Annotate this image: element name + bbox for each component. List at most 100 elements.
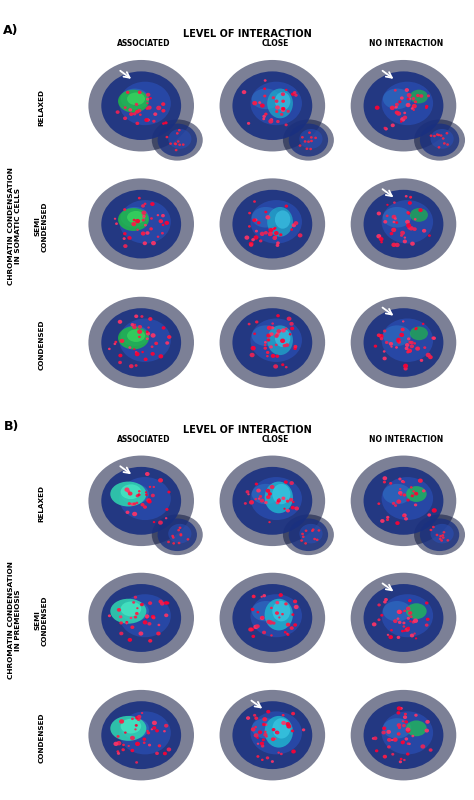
Ellipse shape: [364, 584, 443, 652]
Circle shape: [130, 749, 134, 752]
Ellipse shape: [252, 718, 280, 738]
Circle shape: [443, 531, 446, 534]
Circle shape: [119, 632, 123, 635]
Circle shape: [406, 729, 410, 733]
Circle shape: [164, 614, 168, 617]
Circle shape: [113, 342, 116, 345]
Circle shape: [244, 502, 247, 505]
Circle shape: [402, 720, 404, 722]
Circle shape: [116, 741, 121, 746]
Circle shape: [169, 142, 172, 145]
Circle shape: [411, 621, 415, 624]
Circle shape: [268, 232, 273, 236]
Circle shape: [187, 538, 190, 541]
Circle shape: [127, 490, 130, 493]
Circle shape: [123, 238, 126, 240]
Text: B): B): [3, 420, 19, 434]
Circle shape: [413, 633, 416, 634]
Circle shape: [300, 539, 303, 542]
Ellipse shape: [383, 89, 411, 109]
Circle shape: [128, 108, 132, 111]
Circle shape: [114, 218, 116, 220]
Circle shape: [158, 600, 163, 603]
Ellipse shape: [120, 485, 141, 499]
Circle shape: [128, 502, 131, 505]
Circle shape: [272, 96, 275, 99]
Circle shape: [271, 326, 274, 330]
Circle shape: [274, 231, 279, 235]
Circle shape: [411, 97, 415, 100]
Ellipse shape: [119, 82, 171, 125]
Ellipse shape: [289, 123, 328, 157]
Circle shape: [408, 98, 411, 100]
Circle shape: [118, 354, 122, 358]
Circle shape: [307, 141, 310, 143]
Circle shape: [405, 88, 409, 92]
Circle shape: [415, 327, 418, 330]
Circle shape: [135, 219, 140, 223]
Circle shape: [395, 346, 398, 349]
Circle shape: [259, 495, 262, 498]
Ellipse shape: [364, 702, 443, 769]
Circle shape: [262, 630, 266, 634]
Circle shape: [412, 490, 415, 493]
Circle shape: [392, 221, 395, 223]
Circle shape: [285, 722, 290, 726]
Circle shape: [286, 622, 290, 626]
Text: ASSOCIATED: ASSOCIATED: [117, 39, 171, 48]
Circle shape: [291, 730, 294, 732]
Circle shape: [261, 596, 263, 598]
Circle shape: [146, 617, 148, 619]
Circle shape: [256, 611, 259, 614]
Ellipse shape: [89, 455, 194, 546]
Circle shape: [275, 611, 279, 615]
Circle shape: [123, 232, 127, 235]
Circle shape: [281, 328, 286, 333]
Circle shape: [284, 480, 288, 484]
Circle shape: [145, 494, 148, 496]
Circle shape: [153, 521, 155, 523]
Circle shape: [386, 518, 389, 521]
Circle shape: [119, 622, 123, 625]
Circle shape: [156, 214, 159, 216]
Circle shape: [144, 358, 148, 361]
Text: NO INTERACTION: NO INTERACTION: [369, 39, 443, 48]
Ellipse shape: [250, 82, 302, 125]
Circle shape: [262, 722, 266, 726]
Circle shape: [165, 136, 168, 138]
Ellipse shape: [430, 129, 454, 149]
Circle shape: [146, 338, 149, 340]
Circle shape: [140, 315, 144, 318]
Circle shape: [432, 508, 437, 513]
Circle shape: [272, 728, 275, 731]
Circle shape: [155, 752, 159, 755]
Circle shape: [401, 328, 405, 331]
Circle shape: [310, 136, 313, 138]
Circle shape: [289, 333, 292, 335]
Circle shape: [254, 235, 258, 240]
Circle shape: [373, 737, 377, 740]
Circle shape: [279, 234, 283, 236]
Circle shape: [286, 509, 290, 513]
Circle shape: [260, 616, 264, 620]
Circle shape: [394, 218, 397, 220]
Circle shape: [251, 634, 255, 638]
Circle shape: [410, 634, 414, 638]
Circle shape: [407, 617, 410, 620]
Ellipse shape: [219, 690, 325, 781]
Circle shape: [264, 344, 266, 346]
Ellipse shape: [120, 326, 149, 346]
Circle shape: [270, 634, 273, 637]
Circle shape: [141, 231, 146, 235]
Circle shape: [397, 618, 400, 620]
Circle shape: [150, 202, 155, 206]
Circle shape: [376, 234, 381, 238]
Circle shape: [389, 482, 392, 485]
Circle shape: [275, 601, 279, 604]
Text: SEMI
CONDENSED: SEMI CONDENSED: [35, 595, 48, 646]
Circle shape: [151, 494, 155, 498]
Circle shape: [402, 494, 406, 497]
Circle shape: [135, 742, 140, 746]
Circle shape: [136, 607, 138, 610]
Circle shape: [293, 91, 296, 94]
